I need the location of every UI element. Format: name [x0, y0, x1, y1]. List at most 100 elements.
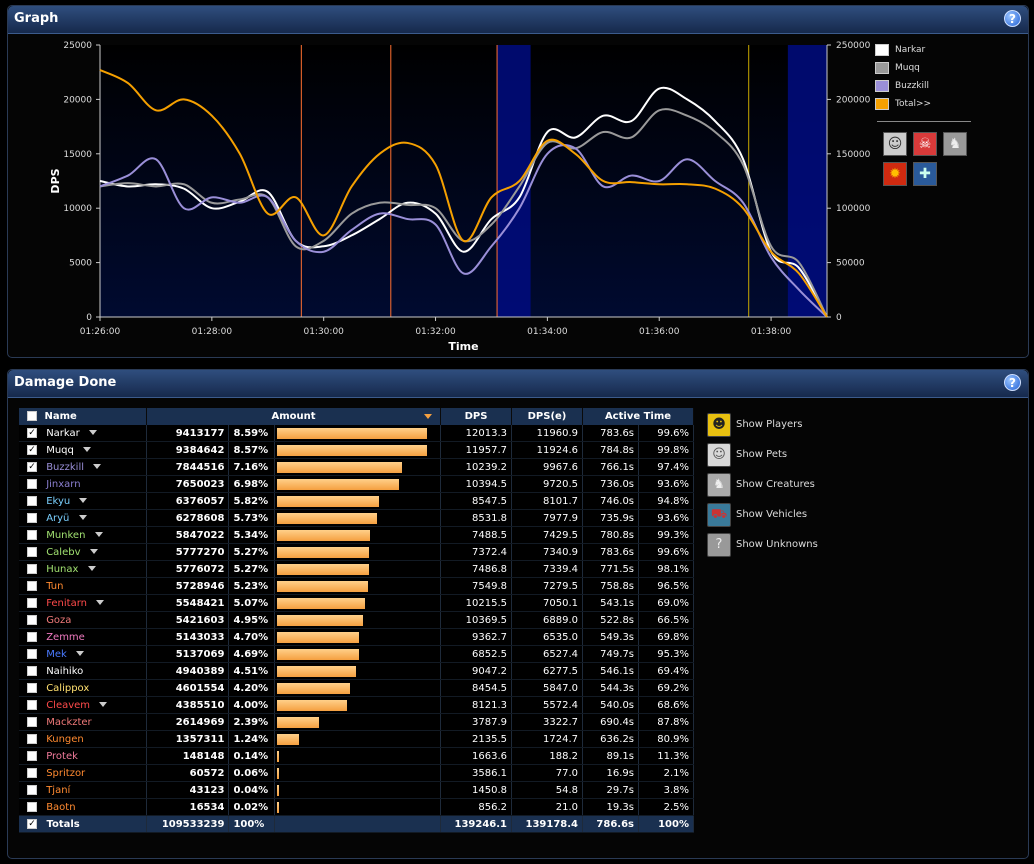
chevron-down-icon[interactable] [99, 702, 108, 707]
row-checkbox[interactable] [27, 750, 37, 761]
player-name[interactable]: Mek [46, 648, 67, 660]
creature-filter-icon[interactable]: ♞ [943, 132, 967, 156]
chevron-down-icon[interactable] [75, 651, 84, 656]
player-icon[interactable]: ☻ [707, 413, 731, 437]
table-row[interactable]: Hunax 5776072 5.27% 7486.8 7339.4 771.5s… [19, 560, 694, 578]
table-row[interactable]: ✓ Muqq 9384642 8.57% 11957.7 11924.6 784… [19, 441, 694, 459]
chevron-down-icon[interactable] [83, 447, 92, 452]
table-row[interactable]: Protek 148148 0.14% 1663.6 188.2 89.1s 1… [19, 747, 694, 765]
dps-column-header[interactable]: DPS [440, 408, 512, 425]
table-row[interactable]: Naihiko 4940389 4.51% 9047.2 6277.5 546.… [19, 662, 694, 680]
chevron-down-icon[interactable] [89, 549, 98, 554]
row-checkbox[interactable] [27, 631, 37, 642]
player-name[interactable]: Tjaní [46, 784, 71, 796]
player-name[interactable]: Zemme [46, 631, 85, 643]
player-name[interactable]: Calebv [46, 546, 81, 558]
table-row[interactable]: Mackzter 2614969 2.39% 3787.9 3322.7 690… [19, 713, 694, 731]
player-name[interactable]: Jinxarn [46, 478, 81, 490]
player-name[interactable]: Mackzter [46, 716, 92, 728]
row-checkbox[interactable] [27, 580, 37, 591]
row-checkbox[interactable]: ✓ [27, 461, 37, 472]
player-name[interactable]: Munken [46, 529, 86, 541]
fire-filter-icon[interactable]: ✹ [883, 162, 907, 186]
player-name[interactable]: Muqq [46, 444, 74, 456]
table-row[interactable]: Cleavem 4385510 4.00% 8121.3 5572.4 540.… [19, 696, 694, 714]
creature-icon[interactable]: ♞ [707, 473, 731, 497]
row-checkbox[interactable] [27, 512, 37, 523]
row-checkbox[interactable] [27, 597, 37, 608]
table-row[interactable]: ✓ Narkar 9413177 8.59% 12013.3 11960.9 7… [19, 425, 694, 442]
table-row[interactable]: Fenitarn 5548421 5.07% 10215.5 7050.1 54… [19, 594, 694, 612]
player-filter-icon[interactable]: ☺ [883, 132, 907, 156]
table-row[interactable]: Zemme 5143033 4.70% 9362.7 6535.0 549.3s… [19, 628, 694, 646]
player-name[interactable]: Ekyu [46, 495, 71, 507]
amount-column-header[interactable]: Amount [146, 408, 441, 425]
row-checkbox[interactable] [27, 614, 37, 625]
chevron-down-icon[interactable] [94, 532, 103, 537]
chevron-down-icon[interactable] [88, 430, 97, 435]
row-checkbox[interactable] [27, 733, 37, 744]
row-checkbox[interactable] [27, 665, 37, 676]
dpse-column-header[interactable]: DPS(e) [511, 408, 583, 425]
player-name[interactable]: Calippox [46, 682, 90, 694]
active-time-column-header[interactable]: Active Time [582, 408, 694, 425]
select-all-checkbox[interactable] [27, 411, 37, 421]
table-row[interactable]: Mek 5137069 4.69% 6852.5 6527.4 749.7s 9… [19, 645, 694, 663]
row-checkbox[interactable]: ✓ [27, 427, 37, 438]
player-name[interactable]: Hunax [46, 563, 79, 575]
chevron-down-icon[interactable] [93, 464, 102, 469]
table-row[interactable]: Ekyu 6376057 5.82% 8547.5 8101.7 746.0s … [19, 492, 694, 510]
table-row[interactable]: Goza 5421603 4.95% 10369.5 6889.0 522.8s… [19, 611, 694, 629]
table-row[interactable]: ✓ Buzzkill 7844516 7.16% 10239.2 9967.6 … [19, 458, 694, 476]
row-checkbox[interactable] [27, 648, 37, 659]
help-icon[interactable]: ? [1004, 374, 1021, 391]
player-name[interactable]: Buzzkill [46, 461, 85, 473]
skull-filter-icon[interactable]: ☠ [913, 132, 937, 156]
cross-filter-icon[interactable]: ✚ [913, 162, 937, 186]
player-name[interactable]: Naihiko [46, 665, 84, 677]
totals-checkbox[interactable]: ✓ [27, 818, 37, 829]
table-row[interactable]: Calebv 5777270 5.27% 7372.4 7340.9 783.6… [19, 543, 694, 561]
chevron-down-icon[interactable] [78, 515, 87, 520]
row-checkbox[interactable] [27, 478, 37, 489]
show-option-label[interactable]: Show Creatures [736, 479, 815, 490]
chevron-down-icon[interactable] [96, 600, 105, 605]
table-row[interactable]: Jinxarn 7650023 6.98% 10394.5 9720.5 736… [19, 475, 694, 493]
row-checkbox[interactable] [27, 767, 37, 778]
row-checkbox[interactable] [27, 699, 37, 710]
player-name[interactable]: Tun [46, 580, 64, 592]
table-row[interactable]: Spritzor 60572 0.06% 3586.1 77.0 16.9s 2… [19, 764, 694, 782]
row-checkbox[interactable] [27, 682, 37, 693]
row-checkbox[interactable] [27, 716, 37, 727]
unknown-icon[interactable]: ? [707, 533, 731, 557]
name-column-header[interactable]: Name [19, 408, 147, 425]
show-option-label[interactable]: Show Vehicles [736, 509, 808, 520]
table-row[interactable]: Aryü 6278608 5.73% 8531.8 7977.9 735.9s … [19, 509, 694, 527]
player-name[interactable]: Baotn [46, 801, 76, 813]
sort-down-icon[interactable] [424, 414, 432, 419]
vehicle-icon[interactable]: ⛟ [707, 503, 731, 527]
chevron-down-icon[interactable] [87, 566, 96, 571]
chevron-down-icon[interactable] [79, 498, 88, 503]
row-checkbox[interactable]: ✓ [27, 444, 37, 455]
show-option-label[interactable]: Show Players [736, 419, 803, 430]
show-option-label[interactable]: Show Unknowns [736, 539, 818, 550]
pet-icon[interactable]: ☺ [707, 443, 731, 467]
row-checkbox[interactable] [27, 801, 37, 812]
table-row[interactable]: Tun 5728946 5.23% 7549.8 7279.5 758.8s 9… [19, 577, 694, 595]
player-name[interactable]: Cleavem [46, 699, 91, 711]
player-name[interactable]: Aryü [46, 512, 70, 524]
player-name[interactable]: Protek [46, 750, 78, 762]
player-name[interactable]: Fenitarn [46, 597, 87, 609]
table-row[interactable]: Tjaní 43123 0.04% 1450.8 54.8 29.7s 3.8% [19, 781, 694, 799]
help-icon[interactable]: ? [1004, 10, 1021, 27]
table-row[interactable]: Kungen 1357311 1.24% 2135.5 1724.7 636.2… [19, 730, 694, 748]
row-checkbox[interactable] [27, 784, 37, 795]
table-row[interactable]: Munken 5847022 5.34% 7488.5 7429.5 780.8… [19, 526, 694, 544]
row-checkbox[interactable] [27, 563, 37, 574]
row-checkbox[interactable] [27, 529, 37, 540]
player-name[interactable]: Spritzor [46, 767, 86, 779]
table-row[interactable]: Baotn 16534 0.02% 856.2 21.0 19.3s 2.5% [19, 798, 694, 816]
row-checkbox[interactable] [27, 495, 37, 506]
player-name[interactable]: Narkar [46, 427, 80, 439]
